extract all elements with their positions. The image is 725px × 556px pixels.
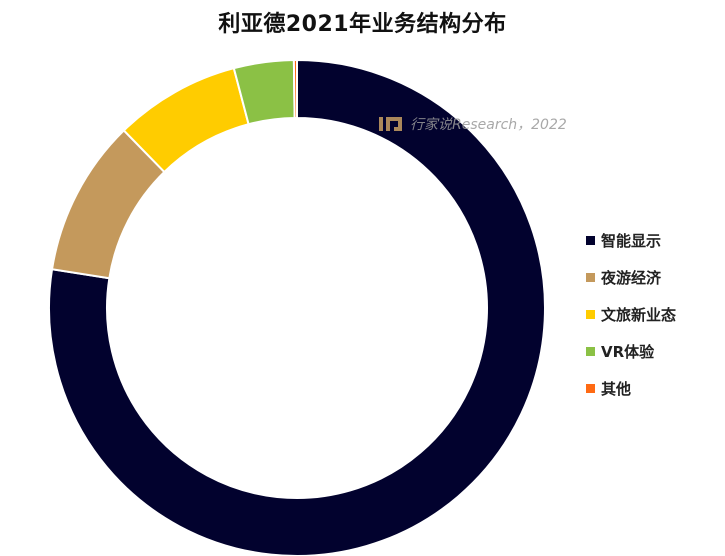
legend-swatch bbox=[586, 384, 595, 393]
watermark: 行家说Research，2022 bbox=[378, 114, 567, 134]
watermark-text: 行家说Research，2022 bbox=[410, 117, 567, 133]
legend-label: 文旅新业态 bbox=[601, 306, 677, 324]
legend-swatch bbox=[586, 273, 595, 282]
legend-item: VR体验 bbox=[586, 333, 676, 370]
legend-swatch bbox=[586, 347, 595, 356]
legend-label: 智能显示 bbox=[601, 232, 662, 250]
donut-slices bbox=[48, 58, 546, 556]
legend-item: 智能显示 bbox=[586, 222, 676, 259]
legend-item: 文旅新业态 bbox=[586, 296, 676, 333]
legend-swatch bbox=[586, 310, 595, 319]
chart-legend: 智能显示 夜游经济 文旅新业态 VR体验 其他 bbox=[586, 222, 676, 407]
research-logo-icon bbox=[379, 117, 402, 131]
legend-label: VR体验 bbox=[601, 343, 655, 361]
legend-swatch bbox=[586, 236, 595, 245]
legend-item: 夜游经济 bbox=[586, 259, 676, 296]
donut-slice bbox=[292, 58, 298, 120]
legend-label: 其他 bbox=[601, 380, 632, 398]
legend-label: 夜游经济 bbox=[601, 269, 662, 287]
donut-slice bbox=[48, 58, 546, 556]
chart-title: 利亚德2021年业务结构分布 bbox=[218, 12, 507, 37]
legend-item: 其他 bbox=[586, 370, 676, 407]
